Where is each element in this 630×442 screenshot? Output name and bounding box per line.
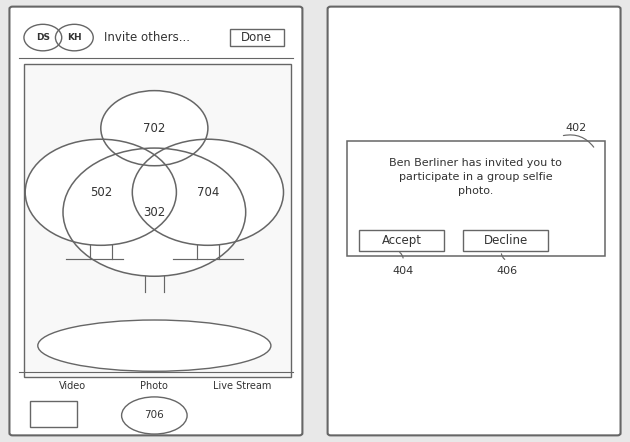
Bar: [359, 230, 444, 251]
Bar: [230, 29, 284, 46]
Text: DS: DS: [36, 33, 50, 42]
Text: Invite others...: Invite others...: [104, 31, 190, 44]
Bar: [463, 230, 548, 251]
FancyBboxPatch shape: [328, 7, 621, 435]
Text: 702: 702: [143, 122, 166, 135]
FancyBboxPatch shape: [9, 7, 302, 435]
Text: 302: 302: [143, 206, 166, 219]
Text: 406: 406: [496, 266, 518, 275]
Bar: [30, 401, 77, 427]
Text: Video: Video: [59, 381, 86, 391]
Circle shape: [101, 91, 208, 166]
Text: 404: 404: [392, 266, 414, 275]
Circle shape: [132, 139, 284, 245]
Text: Live Stream: Live Stream: [214, 381, 272, 391]
Text: 706: 706: [144, 411, 164, 420]
Text: Decline: Decline: [483, 234, 528, 247]
Text: 502: 502: [89, 186, 112, 199]
Circle shape: [25, 139, 176, 245]
Text: Done: Done: [241, 31, 272, 44]
Text: Accept: Accept: [382, 234, 421, 247]
Text: KH: KH: [67, 33, 82, 42]
Bar: [24, 64, 291, 377]
Text: 402: 402: [566, 123, 587, 133]
Ellipse shape: [38, 320, 271, 371]
Circle shape: [63, 148, 246, 276]
Bar: [346, 141, 605, 256]
Text: Photo: Photo: [140, 381, 168, 391]
Text: Ben Berliner has invited you to
participate in a group selfie
photo.: Ben Berliner has invited you to particip…: [389, 158, 562, 196]
Text: 704: 704: [197, 186, 219, 199]
